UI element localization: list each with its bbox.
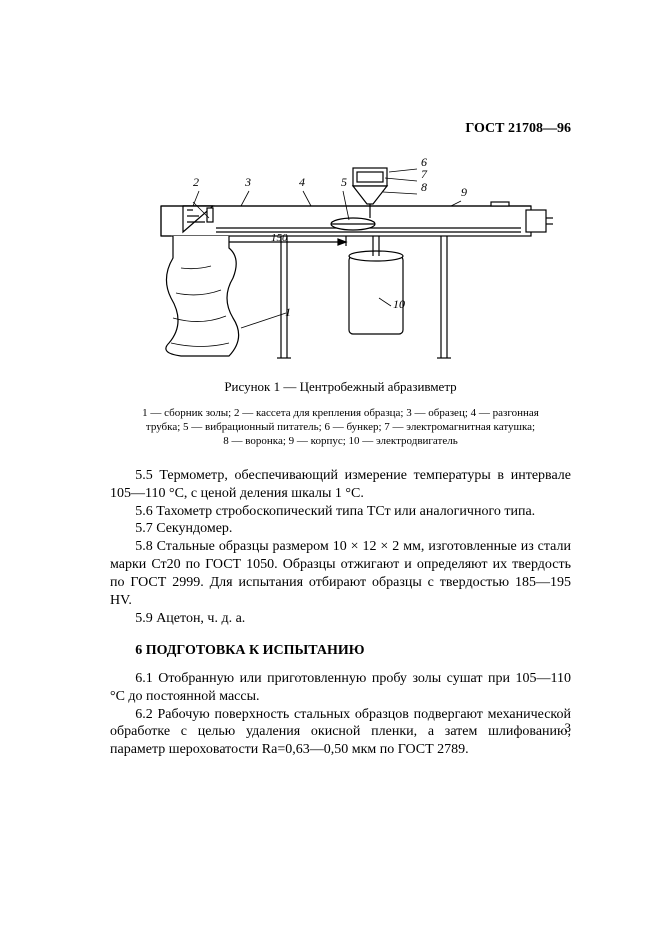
label-9: 9 xyxy=(461,185,467,199)
label-3: 3 xyxy=(244,175,251,189)
para-6-1: 6.1 Отобранную или приготовленную пробу … xyxy=(110,670,571,706)
figure-legend: 1 — сборник золы; 2 — кассета для крепле… xyxy=(110,407,571,448)
dim-150: 150 xyxy=(271,232,288,244)
para-5-9: 5.9 Ацетон, ч. д. а. xyxy=(110,610,571,628)
para-6-2: 6.2 Рабочую поверхность стальных образцо… xyxy=(110,706,571,760)
para-5-8: 5.8 Стальные образцы размером 10 × 12 × … xyxy=(110,538,571,610)
section-6-heading: 6 ПОДГОТОВКА К ИСПЫТАНИЮ xyxy=(110,642,571,660)
label-4: 4 xyxy=(299,175,305,189)
label-10: 10 xyxy=(393,297,405,311)
standard-code: ГОСТ 21708—96 xyxy=(110,120,571,138)
label-1: 1 xyxy=(285,305,291,319)
page: ГОСТ 21708—96 xyxy=(0,0,661,799)
legend-line-3: 8 — воронка; 9 — корпус; 10 — электродви… xyxy=(223,435,457,447)
label-5: 5 xyxy=(341,175,347,189)
para-5-7: 5.7 Секундомер. xyxy=(110,520,571,538)
figure-1: 1 2 3 4 5 6 7 8 9 10 150 xyxy=(110,158,571,369)
figure-caption: Рисунок 1 — Центробежный абразивметр xyxy=(110,379,571,396)
label-8: 8 xyxy=(421,180,427,194)
para-5-5: 5.5 Термометр, обеспечивающий измерение … xyxy=(110,467,571,503)
page-number: 3 xyxy=(565,720,572,736)
label-2: 2 xyxy=(193,175,199,189)
label-7: 7 xyxy=(421,167,428,181)
legend-line-2: трубка; 5 — вибрационный питатель; 6 — б… xyxy=(146,421,535,433)
para-5-6: 5.6 Тахометр стробоскопический типа ТСт … xyxy=(110,503,571,521)
abrasimeter-diagram: 1 2 3 4 5 6 7 8 9 10 150 xyxy=(121,158,561,363)
legend-line-1: 1 — сборник золы; 2 — кассета для крепле… xyxy=(142,407,539,419)
